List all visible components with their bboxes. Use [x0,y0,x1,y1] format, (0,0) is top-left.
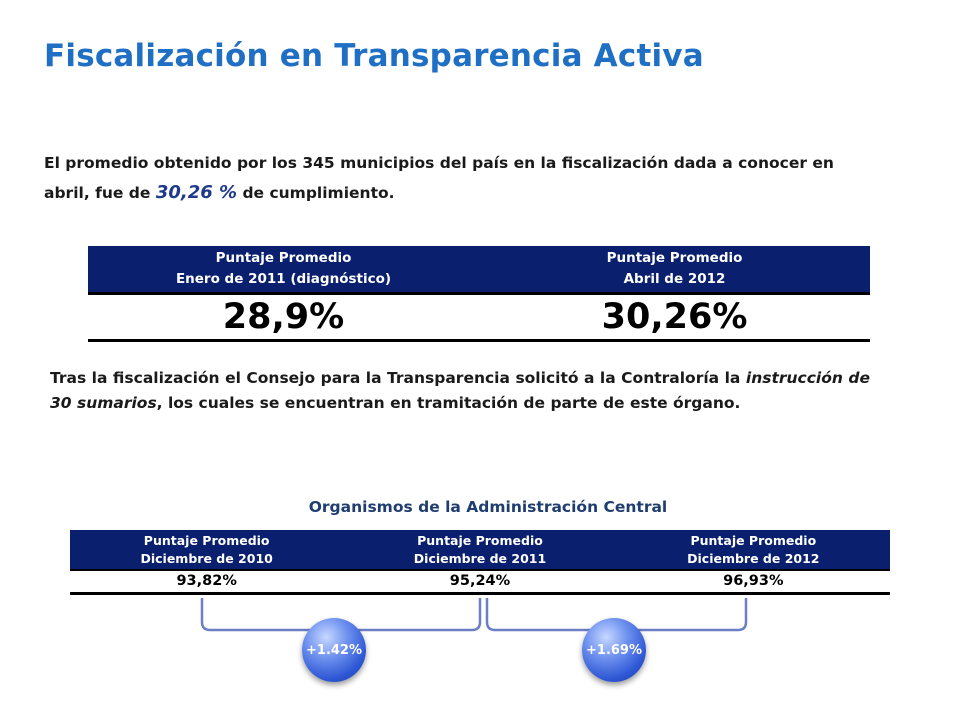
score-table-municipal: Puntaje Promedio Enero de 2011 (diagnóst… [88,246,870,342]
header-line: Puntaje Promedio [606,250,743,266]
score-value: 96,93% [723,573,784,589]
paragraph-after: , los cuales se encuentran en tramitació… [156,394,741,412]
score-table-row: 28,9% 30,26% [88,295,870,339]
table-rule [70,592,890,595]
header-line: Diciembre de 2010 [140,551,273,566]
section-subtitle: Organismos de la Administración Central [308,498,668,516]
score-table-header: Puntaje Promedio Enero de 2011 (diagnóst… [88,246,870,292]
change-badge: +1.69% [582,618,646,682]
score-value: 95,24% [449,573,511,589]
table-rule [88,292,870,295]
header-cell: Puntaje Promedio Diciembre de 2011 [343,530,616,569]
intro-text-before: El promedio obtenido por los 345 municip… [44,154,834,202]
header-line: Diciembre de 2012 [687,551,820,566]
body-paragraph: Tras la fiscalización el Consejo para la… [50,366,870,416]
header-line: Enero de 2011 (diagnóstico) [175,271,392,287]
score-value: 28,9% [222,297,345,337]
intro-text: El promedio obtenido por los 345 municip… [44,148,834,208]
header-line: Abril de 2012 [623,271,726,287]
page-title: Fiscalización en Transparencia Activa [44,38,704,74]
score-table-row: 93,82% 95,24% 96,93% [70,571,890,592]
table-rule [70,569,890,571]
score-value: 93,82% [176,573,237,589]
table-rule [88,339,870,342]
header-line: Diciembre de 2011 [413,551,547,566]
header-cell: Puntaje Promedio Enero de 2011 (diagnóst… [88,246,479,292]
header-cell: Puntaje Promedio Diciembre de 2012 [617,530,890,569]
header-line: Puntaje Promedio [417,533,543,548]
paragraph-before: Tras la fiscalización el Consejo para la… [50,369,746,387]
intro-highlight: 30,26 % [155,182,238,203]
header-cell: Puntaje Promedio Diciembre de 2010 [70,530,343,569]
score-table-header: Puntaje Promedio Diciembre de 2010 Punta… [70,530,890,569]
header-line: Puntaje Promedio [690,533,817,548]
header-line: Puntaje Promedio [143,533,270,548]
score-value: 30,26% [601,297,748,337]
intro-text-after: de cumplimiento. [237,184,395,202]
paragraph-italic: instrucción de 30 sumarios [50,369,870,412]
change-badge: +1.42% [302,618,366,682]
score-table-central: Puntaje Promedio Diciembre de 2010 Punta… [70,530,890,595]
header-cell: Puntaje Promedio Abril de 2012 [479,246,870,292]
header-line: Puntaje Promedio [215,250,352,266]
